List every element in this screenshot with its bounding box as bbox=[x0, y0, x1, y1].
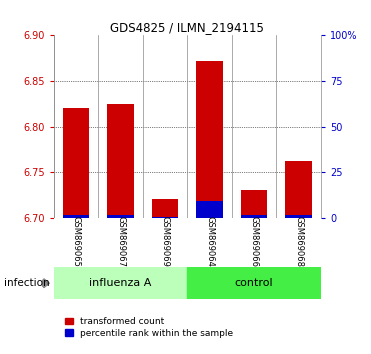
Text: infection: infection bbox=[4, 278, 49, 288]
Bar bbox=[107, 104, 134, 218]
Bar bbox=[285, 161, 312, 218]
Bar bbox=[152, 217, 178, 218]
Text: control: control bbox=[235, 278, 273, 288]
Bar bbox=[152, 200, 178, 218]
Bar bbox=[241, 215, 267, 218]
Bar bbox=[54, 267, 187, 299]
Bar bbox=[187, 267, 321, 299]
Bar bbox=[196, 61, 223, 218]
Bar bbox=[107, 215, 134, 218]
Title: GDS4825 / ILMN_2194115: GDS4825 / ILMN_2194115 bbox=[111, 21, 264, 34]
Text: GSM869069: GSM869069 bbox=[161, 216, 170, 267]
Text: GSM869066: GSM869066 bbox=[250, 216, 259, 267]
Bar bbox=[63, 108, 89, 218]
Text: GSM869065: GSM869065 bbox=[72, 216, 81, 267]
Bar bbox=[241, 190, 267, 218]
Text: GSM869068: GSM869068 bbox=[294, 216, 303, 267]
Bar bbox=[63, 215, 89, 218]
Bar bbox=[196, 201, 223, 218]
Text: GSM869064: GSM869064 bbox=[205, 216, 214, 267]
Text: influenza A: influenza A bbox=[89, 278, 152, 288]
Bar bbox=[285, 215, 312, 218]
Legend: transformed count, percentile rank within the sample: transformed count, percentile rank withi… bbox=[65, 317, 233, 338]
Text: GSM869067: GSM869067 bbox=[116, 216, 125, 267]
